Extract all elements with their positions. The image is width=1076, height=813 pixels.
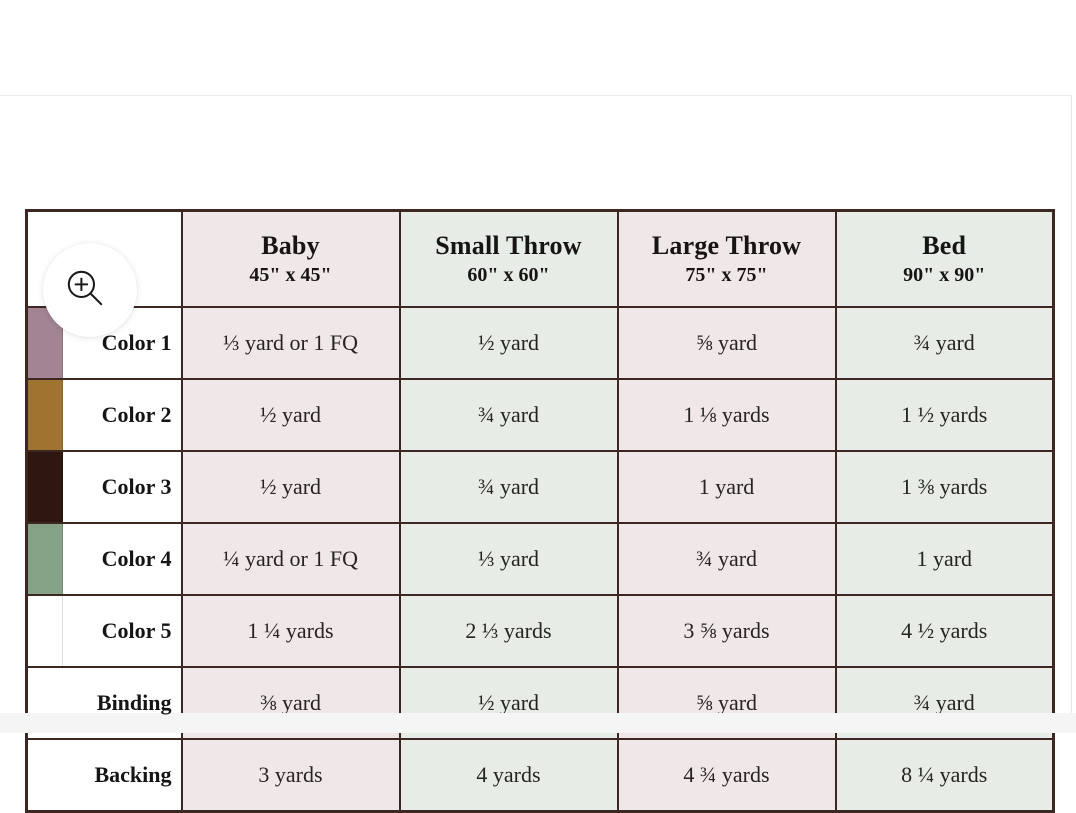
table-row-color-3: Color 3 ½ yard ¾ yard 1 yard 1 ⅜ yards	[25, 450, 1055, 524]
table-row-color-1: Color 1 ⅓ yard or 1 FQ ½ yard ⅝ yard ¾ y…	[25, 306, 1055, 380]
magnifier-plus-icon	[67, 270, 103, 306]
yardage-cell: ¾ yard	[834, 306, 1055, 380]
color-3-swatch	[28, 452, 63, 522]
yardage-cell: 2 ⅓ yards	[398, 594, 619, 668]
yardage-cell: ½ yard	[180, 378, 401, 452]
size-name: Baby	[261, 231, 320, 260]
row-label-cell: Backing	[25, 738, 183, 813]
yardage-cell: 8 ¼ yards	[834, 738, 1055, 813]
row-label: Backing	[94, 762, 172, 787]
row-label: Color 3	[101, 474, 172, 499]
row-label: Color 5	[101, 618, 172, 643]
column-header-large-throw: Large Throw 75" x 75"	[616, 209, 837, 308]
table-row-backing: Backing 3 yards 4 yards 4 ¾ yards 8 ¼ ya…	[25, 738, 1055, 813]
size-dimensions: 45" x 45"	[249, 264, 332, 286]
size-dimensions: 60" x 60"	[467, 264, 550, 286]
table-row-color-5: Color 5 1 ¼ yards 2 ⅓ yards 3 ⅝ yards 4 …	[25, 594, 1055, 668]
row-label-cell: Color 4	[25, 522, 183, 596]
yardage-cell: ½ yard	[398, 306, 619, 380]
size-name: Bed	[922, 231, 967, 260]
yardage-cell: 4 ½ yards	[834, 594, 1055, 668]
yardage-cell: 1 ⅛ yards	[616, 378, 837, 452]
row-label-cell: Color 5	[25, 594, 183, 668]
row-label: Color 1	[101, 330, 172, 355]
page-background-strip	[0, 713, 1076, 733]
yardage-cell: ½ yard	[180, 450, 401, 524]
column-header-small-throw: Small Throw 60" x 60"	[398, 209, 619, 308]
yardage-cell: 4 yards	[398, 738, 619, 813]
size-dimensions: 75" x 75"	[685, 264, 768, 286]
table-row-color-2: Color 2 ½ yard ¾ yard 1 ⅛ yards 1 ½ yard…	[25, 378, 1055, 452]
yardage-cell: 1 ¼ yards	[180, 594, 401, 668]
yardage-cell: ⅓ yard or 1 FQ	[180, 306, 401, 380]
yardage-cell: 1 yard	[616, 450, 837, 524]
product-image-viewer: Baby 45" x 45" Small Throw 60" x 60" Lar…	[0, 95, 1072, 813]
yardage-cell: 1 yard	[834, 522, 1055, 596]
header-row: Baby 45" x 45" Small Throw 60" x 60" Lar…	[25, 209, 1055, 308]
yardage-cell: ⅝ yard	[616, 306, 837, 380]
yardage-cell: 3 yards	[180, 738, 401, 813]
size-name: Small Throw	[435, 231, 582, 260]
column-header-bed: Bed 90" x 90"	[834, 209, 1055, 308]
yardage-cell: 1 ⅜ yards	[834, 450, 1055, 524]
yardage-cell: ¾ yard	[398, 378, 619, 452]
size-name: Large Throw	[651, 231, 802, 260]
zoom-button[interactable]	[43, 243, 137, 337]
row-label: Color 4	[101, 546, 172, 571]
yardage-cell: 1 ½ yards	[834, 378, 1055, 452]
yardage-cell: ¾ yard	[616, 522, 837, 596]
row-label-cell: Color 2	[25, 378, 183, 452]
size-dimensions: 90" x 90"	[903, 264, 986, 286]
column-header-baby: Baby 45" x 45"	[180, 209, 401, 308]
color-2-swatch	[28, 380, 63, 450]
color-4-swatch	[28, 524, 63, 594]
row-label-cell: Color 3	[25, 450, 183, 524]
yardage-cell: ⅓ yard	[398, 522, 619, 596]
yardage-cell: 3 ⅝ yards	[616, 594, 837, 668]
color-5-swatch	[28, 596, 63, 666]
yardage-cell: ¾ yard	[398, 450, 619, 524]
row-label: Color 2	[101, 402, 172, 427]
table-row-color-4: Color 4 ¼ yard or 1 FQ ⅓ yard ¾ yard 1 y…	[25, 522, 1055, 596]
yardage-cell: ¼ yard or 1 FQ	[180, 522, 401, 596]
row-label: Binding	[96, 690, 172, 715]
yardage-cell: 4 ¾ yards	[616, 738, 837, 813]
